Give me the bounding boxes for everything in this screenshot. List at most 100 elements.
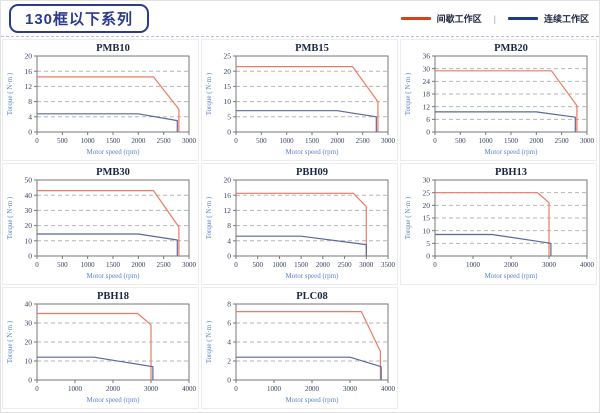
y-tick-label: 20 <box>25 221 33 230</box>
y-tick-label: 8 <box>227 221 231 230</box>
y-tick-label: 0 <box>28 128 32 137</box>
y-axis-label: Torque ( N·m ) <box>205 72 213 115</box>
x-tick-label: 3000 <box>182 137 197 145</box>
y-tick-label: 30 <box>25 319 33 328</box>
y-tick-label: 10 <box>423 226 431 235</box>
chart-title: PMB10 <box>96 43 130 54</box>
y-tick-label: 0 <box>227 252 231 261</box>
y-tick-label: 20 <box>224 176 232 185</box>
chart-title: PBH18 <box>97 291 129 302</box>
x-tick-label: 500 <box>57 137 68 145</box>
y-tick-label: 5 <box>227 112 231 121</box>
chart-panel-pbh09: PBH09 0 4 8 12 16 20 0 500 1000 1500 2000 2500 3000 35… <box>201 163 398 285</box>
y-tick-label: 8 <box>227 300 231 309</box>
x-axis-label: Motor speed (rpm) <box>485 148 539 156</box>
x-tick-label: 500 <box>57 261 68 269</box>
chart-panel-plc08: PLC08 0 2 4 6 8 0 1000 2000 3000 4000 Motor speed (… <box>201 287 398 409</box>
y-tick-label: 12 <box>224 206 232 215</box>
chart-svg: PBH13 0 5 10 15 20 25 30 0 1000 2000 3000 4000 Motor … <box>404 167 595 280</box>
plot-frame <box>235 179 389 257</box>
chart-svg: PBH18 0 10 20 30 40 0 1000 2000 3000 4000 Motor spe… <box>6 291 197 404</box>
chart-title: PMB30 <box>96 167 130 178</box>
y-tick-label: 12 <box>423 102 431 111</box>
chart-title: PBH09 <box>296 167 328 178</box>
plot-frame <box>235 55 389 133</box>
series-line-continuous <box>37 113 178 132</box>
x-tick-label: 3500 <box>381 261 396 269</box>
x-tick-label: 2500 <box>338 261 353 269</box>
charts-grid: PMB10 0 4 8 12 16 20 0 500 1000 1500 2000 2500 3000 Mo… <box>1 37 599 411</box>
y-tick-label: 0 <box>28 252 32 261</box>
page-title: 130框以下系列 <box>9 4 150 33</box>
y-tick-label: 25 <box>423 188 431 197</box>
y-tick-label: 30 <box>423 176 431 185</box>
chart-svg: PMB15 0 5 10 15 20 25 0 500 1000 1500 2000 2500 3000 M… <box>205 43 396 156</box>
x-axis-label: Motor speed (rpm) <box>87 272 141 280</box>
y-tick-label: 15 <box>423 214 431 223</box>
y-tick-label: 50 <box>25 176 33 185</box>
y-tick-label: 6 <box>227 319 231 328</box>
x-tick-label: 0 <box>433 261 437 269</box>
x-tick-label: 4000 <box>381 385 396 393</box>
series-line-continuous <box>236 235 367 256</box>
legend-separator: | <box>493 13 496 24</box>
x-tick-label: 2000 <box>330 137 345 145</box>
chart-panel-pmb30: PMB30 0 10 20 30 40 50 0 500 1000 1500 2000 2500 3000… <box>2 163 199 285</box>
x-tick-label: 3000 <box>343 385 358 393</box>
legend-item-intermittent: 间歇工作区 <box>400 12 482 25</box>
y-axis-label: Torque ( N·m ) <box>6 196 14 239</box>
y-tick-label: 20 <box>224 67 232 76</box>
y-axis-label: Torque ( N·m ) <box>205 196 213 239</box>
x-tick-label: 3000 <box>580 137 595 145</box>
y-axis-label: Torque ( N·m ) <box>404 196 412 239</box>
x-tick-label: 1000 <box>280 137 295 145</box>
x-tick-label: 2500 <box>157 261 172 269</box>
y-tick-label: 0 <box>227 376 231 385</box>
legend-item-continuous: 连续工作区 <box>507 12 589 25</box>
x-tick-label: 2000 <box>305 385 320 393</box>
x-tick-label: 2000 <box>529 137 544 145</box>
x-tick-label: 0 <box>35 385 39 393</box>
y-tick-label: 4 <box>227 236 231 245</box>
series-line-intermittent <box>37 190 180 256</box>
y-axis-label: Torque ( N·m ) <box>6 72 14 115</box>
x-tick-label: 1500 <box>504 137 519 145</box>
y-tick-label: 25 <box>224 52 232 61</box>
y-tick-label: 20 <box>423 201 431 210</box>
series-line-continuous <box>236 356 382 380</box>
chart-panel-pmb10: PMB10 0 4 8 12 16 20 0 500 1000 1500 2000 2500 3000 Mo… <box>2 39 199 161</box>
series-line-intermittent <box>435 192 550 256</box>
continuous-line-swatch <box>507 17 538 20</box>
x-tick-label: 2500 <box>555 137 570 145</box>
x-tick-label: 1000 <box>68 385 83 393</box>
x-tick-label: 500 <box>252 261 263 269</box>
page-header: 130框以下系列 间歇工作区 | 连续工作区 <box>1 1 599 37</box>
series-line-continuous <box>37 233 178 256</box>
x-tick-label: 4000 <box>580 261 595 269</box>
y-tick-label: 10 <box>224 97 232 106</box>
x-tick-label: 0 <box>35 261 39 269</box>
chart-panel-pmb20: PMB20 0 6 12 18 24 30 36 0 500 1000 1500 2000 2500 300… <box>400 39 597 161</box>
chart-svg: PLC08 0 2 4 6 8 0 1000 2000 3000 4000 Motor speed (… <box>205 291 396 404</box>
series-line-intermittent <box>435 70 578 132</box>
series-line-continuous <box>236 110 377 132</box>
intermittent-line-swatch <box>400 17 431 20</box>
x-tick-label: 2500 <box>356 137 371 145</box>
y-tick-label: 24 <box>423 77 431 86</box>
y-tick-label: 5 <box>426 239 430 248</box>
x-tick-label: 1000 <box>479 137 494 145</box>
legend: 间歇工作区 | 连续工作区 <box>400 12 589 25</box>
series-line-continuous <box>37 356 154 380</box>
y-tick-label: 40 <box>25 300 33 309</box>
x-tick-label: 0 <box>433 137 437 145</box>
chart-svg: PBH09 0 4 8 12 16 20 0 500 1000 1500 2000 2500 3000 35… <box>205 167 396 280</box>
x-axis-label: Motor speed (rpm) <box>286 396 340 404</box>
x-axis-label: Motor speed (rpm) <box>87 148 141 156</box>
y-tick-label: 20 <box>25 338 33 347</box>
y-tick-label: 16 <box>25 67 33 76</box>
y-tick-label: 2 <box>227 357 231 366</box>
y-tick-label: 4 <box>28 112 32 121</box>
y-tick-label: 10 <box>25 236 33 245</box>
chart-svg: PMB20 0 6 12 18 24 30 36 0 500 1000 1500 2000 2500 300… <box>404 43 595 156</box>
